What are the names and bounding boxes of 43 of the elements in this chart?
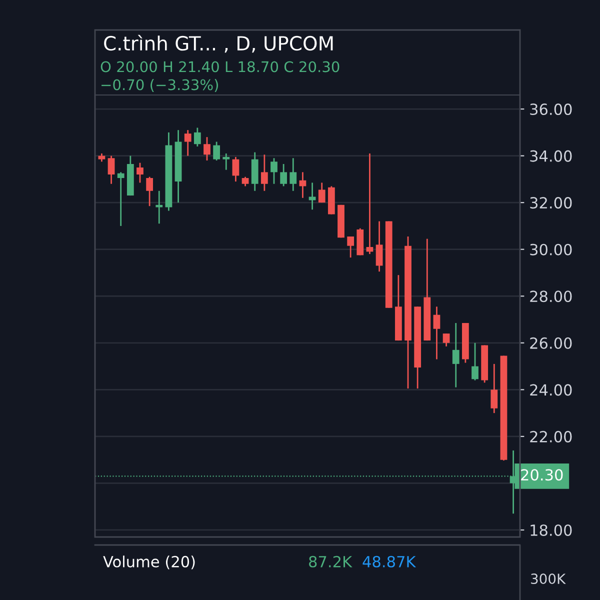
candlestick <box>184 129 192 156</box>
text: −0.70 (−3.33%) <box>102 78 218 92</box>
candlestick <box>117 171 124 227</box>
candlestick <box>280 163 288 187</box>
candlestick <box>452 322 460 388</box>
y-tick-label: 30.00 <box>530 244 572 256</box>
candlestick <box>232 156 240 182</box>
candlestick <box>260 154 268 192</box>
candlestick <box>146 176 154 207</box>
candlestick <box>433 306 440 360</box>
y-tick-label: 22.00 <box>530 430 572 442</box>
candlestick <box>194 127 201 148</box>
y-tick-label: 28.00 <box>530 290 572 302</box>
text: Volume (20) <box>103 556 195 570</box>
chart-subtitle: O 20.00 H 21.40 L 18.70 C 20.30 <box>100 61 340 72</box>
candlestick <box>290 157 297 192</box>
candlestick <box>490 363 498 414</box>
candlestick <box>204 136 210 162</box>
y-tick-label: 18.00 <box>530 524 572 536</box>
y-tick-label: 32.00 <box>530 197 572 209</box>
ref-line-label: 20.30 <box>521 469 563 481</box>
candlestick <box>108 155 115 185</box>
candlestick <box>242 176 249 187</box>
candlestick <box>376 220 383 272</box>
candlestick <box>442 332 450 348</box>
candlestick <box>366 152 374 255</box>
candlestick <box>156 190 163 224</box>
text: 87.2K <box>309 556 352 568</box>
text: 300K <box>531 574 566 584</box>
y-tick-label: 36.00 <box>530 103 572 116</box>
text: 48.87K <box>362 556 416 568</box>
candlestick <box>318 182 326 204</box>
candlestick <box>308 182 316 210</box>
candlestick <box>222 152 230 171</box>
candlestick <box>136 162 144 184</box>
candlestick <box>472 342 478 382</box>
chart-title: C.trình GT... , D, UPCOM <box>104 34 333 53</box>
candlestick <box>213 141 220 162</box>
candlestick <box>270 157 278 185</box>
y-tick-label: 26.00 <box>530 337 572 349</box>
candlestick <box>347 236 354 258</box>
y-tick-label: 24.00 <box>530 384 572 396</box>
y-tick-label: 34.00 <box>530 150 572 162</box>
